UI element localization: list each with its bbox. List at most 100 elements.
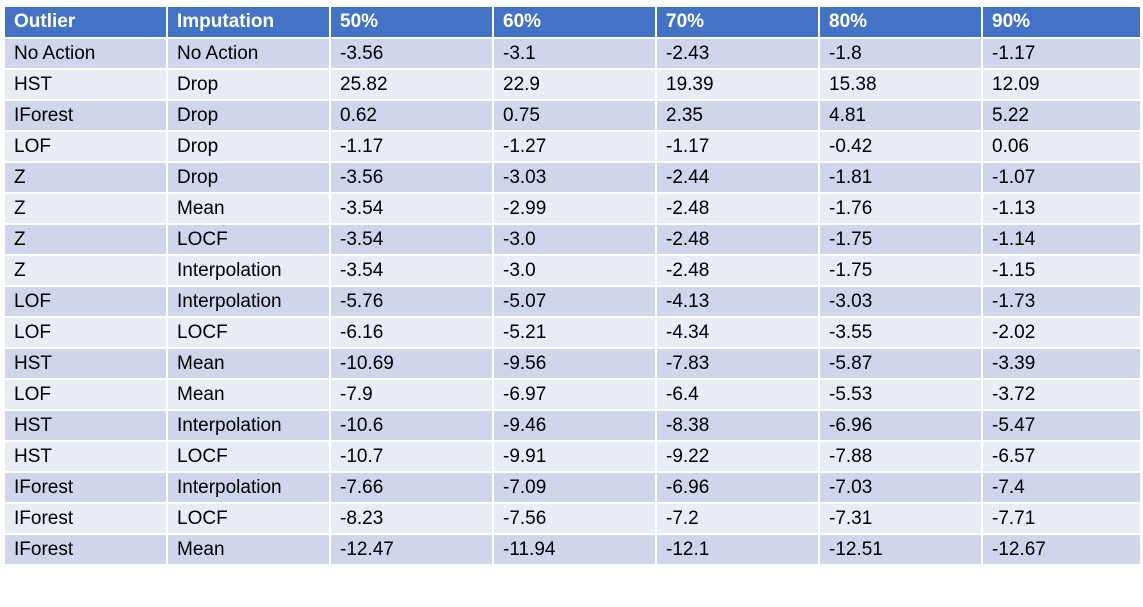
header-80-percent: 80% [818, 5, 983, 39]
outlier-cell: IForest [3, 99, 168, 132]
outlier-cell: Z [3, 161, 168, 194]
imputation-cell: No Action [166, 37, 331, 70]
value-80-cell: -5.53 [818, 378, 983, 411]
value-50-cell: 25.82 [329, 68, 494, 101]
value-80-cell: -1.75 [818, 223, 983, 256]
table-row: LOF Drop -1.17 -1.27 -1.17 -0.42 0.06 [3, 130, 1142, 163]
value-60-cell: 0.75 [492, 99, 657, 132]
value-70-cell: -2.43 [655, 37, 820, 70]
outlier-cell: HST [3, 347, 168, 380]
imputation-cell: LOCF [166, 316, 331, 349]
outlier-cell: HST [3, 68, 168, 101]
value-80-cell: -0.42 [818, 130, 983, 163]
value-50-cell: -12.47 [329, 533, 494, 566]
value-70-cell: 2.35 [655, 99, 820, 132]
value-60-cell: -9.46 [492, 409, 657, 442]
value-80-cell: -1.75 [818, 254, 983, 287]
value-70-cell: -6.4 [655, 378, 820, 411]
value-70-cell: -4.34 [655, 316, 820, 349]
value-60-cell: -3.1 [492, 37, 657, 70]
table-row: HST Interpolation -10.6 -9.46 -8.38 -6.96 -5.4… [3, 409, 1142, 442]
value-70-cell: -9.22 [655, 440, 820, 473]
value-80-cell: -6.96 [818, 409, 983, 442]
value-60-cell: -7.09 [492, 471, 657, 504]
table-row: LOF Interpolation -5.76 -5.07 -4.13 -3.03 -1.7… [3, 285, 1142, 318]
outlier-cell: No Action [3, 37, 168, 70]
table-header: Outlier Imputation 50% 60% 70% 80% 90% [3, 5, 1142, 39]
value-90-cell: -1.13 [981, 192, 1142, 225]
value-80-cell: -1.76 [818, 192, 983, 225]
value-70-cell: -12.1 [655, 533, 820, 566]
value-50-cell: -3.54 [329, 192, 494, 225]
value-80-cell: -12.51 [818, 533, 983, 566]
value-90-cell: -1.15 [981, 254, 1142, 287]
imputation-cell: Drop [166, 161, 331, 194]
table-row: HST LOCF -10.7 -9.91 -9.22 -7.88 -6.57 [3, 440, 1142, 473]
imputation-cell: Interpolation [166, 254, 331, 287]
value-60-cell: -7.56 [492, 502, 657, 535]
value-70-cell: -7.83 [655, 347, 820, 380]
value-80-cell: -7.88 [818, 440, 983, 473]
value-70-cell: -2.48 [655, 192, 820, 225]
table-container: Outlier Imputation 50% 60% 70% 80% 90% N… [3, 5, 1142, 566]
value-90-cell: -6.57 [981, 440, 1142, 473]
value-60-cell: -6.97 [492, 378, 657, 411]
table-row: IForest LOCF -8.23 -7.56 -7.2 -7.31 -7.71 [3, 502, 1142, 535]
value-70-cell: -2.44 [655, 161, 820, 194]
value-90-cell: -1.73 [981, 285, 1142, 318]
outlier-cell: HST [3, 440, 168, 473]
imputation-cell: Drop [166, 68, 331, 101]
value-90-cell: -3.39 [981, 347, 1142, 380]
value-60-cell: -5.21 [492, 316, 657, 349]
value-50-cell: -5.76 [329, 285, 494, 318]
table-row: Z Interpolation -3.54 -3.0 -2.48 -1.75 -1.15 [3, 254, 1142, 287]
header-60-percent: 60% [492, 5, 657, 39]
value-90-cell: 5.22 [981, 99, 1142, 132]
outlier-cell: Z [3, 223, 168, 256]
header-70-percent: 70% [655, 5, 820, 39]
value-60-cell: -2.99 [492, 192, 657, 225]
table-row: LOF Mean -7.9 -6.97 -6.4 -5.53 -3.72 [3, 378, 1142, 411]
value-50-cell: -3.54 [329, 223, 494, 256]
value-60-cell: -9.91 [492, 440, 657, 473]
value-90-cell: -12.67 [981, 533, 1142, 566]
imputation-cell: Mean [166, 347, 331, 380]
value-80-cell: -3.55 [818, 316, 983, 349]
table-row: HST Mean -10.69 -9.56 -7.83 -5.87 -3.39 [3, 347, 1142, 380]
value-60-cell: -1.27 [492, 130, 657, 163]
value-50-cell: -10.6 [329, 409, 494, 442]
value-60-cell: 22.9 [492, 68, 657, 101]
outlier-cell: LOF [3, 378, 168, 411]
table-body: No Action No Action -3.56 -3.1 -2.43 -1.8 -1.1… [3, 37, 1142, 566]
imputation-cell: Mean [166, 533, 331, 566]
value-50-cell: -10.69 [329, 347, 494, 380]
outlier-cell: HST [3, 409, 168, 442]
value-90-cell: -1.14 [981, 223, 1142, 256]
table-row: HST Drop 25.82 22.9 19.39 15.38 12.09 [3, 68, 1142, 101]
outlier-cell: IForest [3, 533, 168, 566]
value-60-cell: -3.0 [492, 223, 657, 256]
value-90-cell: 0.06 [981, 130, 1142, 163]
outlier-cell: Z [3, 254, 168, 287]
table-row: No Action No Action -3.56 -3.1 -2.43 -1.8 -1.1… [3, 37, 1142, 70]
table-row: IForest Drop 0.62 0.75 2.35 4.81 5.22 [3, 99, 1142, 132]
value-50-cell: -7.66 [329, 471, 494, 504]
outlier-cell: IForest [3, 502, 168, 535]
outlier-cell: LOF [3, 130, 168, 163]
value-80-cell: 15.38 [818, 68, 983, 101]
value-50-cell: -6.16 [329, 316, 494, 349]
value-50-cell: 0.62 [329, 99, 494, 132]
value-70-cell: -6.96 [655, 471, 820, 504]
value-60-cell: -5.07 [492, 285, 657, 318]
value-90-cell: -1.07 [981, 161, 1142, 194]
imputation-cell: Mean [166, 378, 331, 411]
value-80-cell: -1.8 [818, 37, 983, 70]
outlier-cell: IForest [3, 471, 168, 504]
results-table: Outlier Imputation 50% 60% 70% 80% 90% N… [3, 5, 1142, 566]
value-70-cell: -7.2 [655, 502, 820, 535]
outlier-cell: Z [3, 192, 168, 225]
imputation-cell: Drop [166, 99, 331, 132]
value-90-cell: -2.02 [981, 316, 1142, 349]
table-row: IForest Interpolation -7.66 -7.09 -6.96 -7.03… [3, 471, 1142, 504]
value-80-cell: -3.03 [818, 285, 983, 318]
